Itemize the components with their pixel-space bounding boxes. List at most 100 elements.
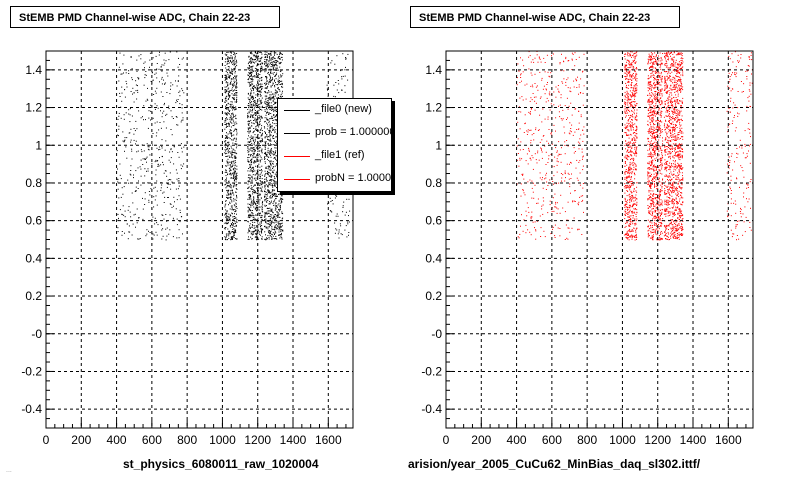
data-point [224,77,226,79]
data-point [271,65,273,67]
data-point [632,230,634,232]
data-point [271,229,273,230]
data-point [275,151,276,153]
data-point [269,80,271,82]
data-point [628,194,630,196]
data-point [252,217,254,218]
data-point [266,211,268,213]
data-point [555,117,557,119]
data-point [578,56,580,58]
data-point [251,200,253,202]
data-point [250,215,252,217]
data-point [235,84,237,86]
data-point [254,101,255,103]
data-point [169,183,171,185]
data-point [179,209,181,211]
data-point [224,206,226,208]
data-point [231,58,233,60]
data-point [230,193,232,195]
data-point [250,206,252,208]
data-point [634,236,636,238]
data-point [267,185,269,187]
data-point [251,158,253,160]
data-point [261,228,263,230]
data-point [255,202,257,204]
data-point [136,222,138,224]
data-point [631,229,633,231]
data-point [625,97,627,99]
data-point [260,226,262,228]
data-point [549,200,551,202]
data-point [227,102,229,104]
data-point [235,162,237,164]
data-point [253,206,255,208]
data-point [225,97,226,99]
data-point [260,77,262,79]
data-point [545,189,547,190]
data-point [235,76,237,78]
data-point [254,148,256,150]
data-point [631,236,633,238]
data-point [636,205,638,206]
data-point [540,96,542,98]
data-point [630,84,632,86]
data-point [259,143,260,145]
y-tick-label: 0.6 [25,214,42,228]
data-point [275,74,277,76]
data-point [271,110,273,111]
data-point [628,171,630,173]
data-point [249,217,250,219]
data-point [629,215,631,217]
data-point [529,179,531,181]
data-point [635,236,637,238]
data-point [266,153,268,155]
data-point [553,91,555,93]
data-point [633,142,635,144]
data-point [230,196,231,198]
data-point [273,69,274,71]
data-point [273,137,275,139]
data-point [252,115,254,117]
data-point [152,238,154,240]
data-point [225,114,227,115]
data-point [635,168,637,170]
data-point [626,78,628,80]
data-point [565,56,567,58]
data-point [627,134,629,136]
data-point [261,229,263,231]
data-point [265,106,267,108]
data-point [271,196,273,198]
data-point [349,210,351,212]
data-point [236,130,238,132]
data-point [272,83,274,85]
data-point [251,116,253,118]
data-point [276,136,278,138]
data-point [236,188,238,190]
data-point [531,211,533,213]
data-point [254,218,256,220]
data-point [177,80,179,82]
data-point [234,54,236,56]
data-point [130,216,132,218]
data-point [225,112,227,114]
data-point [226,89,228,91]
data-point [582,169,584,171]
data-point [333,84,335,86]
data-point [128,206,130,208]
data-point [232,117,234,119]
data-point [634,208,636,210]
data-point [260,234,261,236]
data-point [532,191,534,193]
data-point [181,112,183,114]
data-point [255,204,257,205]
data-point [134,130,136,132]
data-point [145,71,147,72]
data-point [230,51,232,53]
data-point [624,156,626,158]
data-point [236,225,237,227]
data-point [264,238,266,240]
data-point [257,174,259,176]
data-point [226,132,227,134]
data-point [177,152,179,153]
data-point [635,90,637,92]
